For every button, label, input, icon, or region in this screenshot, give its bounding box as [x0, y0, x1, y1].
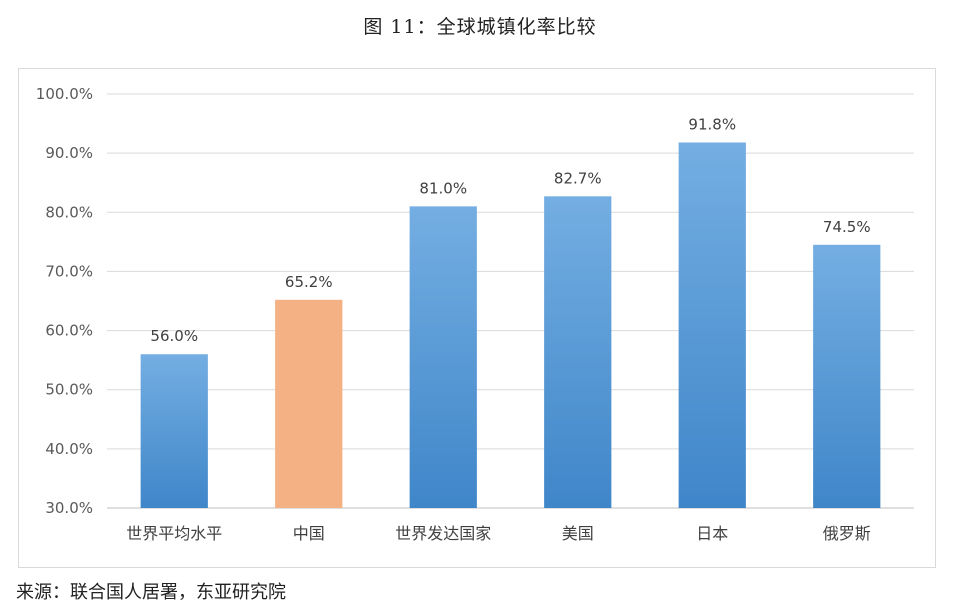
bar — [140, 354, 208, 508]
category-label: 世界发达国家 — [395, 524, 491, 543]
category-label: 俄罗斯 — [823, 524, 871, 543]
y-tick-label: 60.0% — [45, 322, 93, 340]
bar — [409, 206, 477, 508]
category-label: 中国 — [293, 524, 325, 543]
category-label: 日本 — [696, 524, 728, 543]
data-label: 81.0% — [419, 179, 467, 197]
y-axis-ticks: 30.0% 40.0% 50.0% 60.0% 70.0% 80.0% 90.0% 100.0… — [36, 85, 93, 517]
gridlines — [107, 93, 914, 509]
figure-title: 图 11：全球城镇化率比较 — [363, 16, 597, 38]
x-axis-categories: 世界平均水平 中国 世界发达国家 美国 日本 俄罗斯 — [126, 524, 871, 543]
category-label: 世界平均水平 — [126, 524, 222, 543]
y-tick-label: 100.0% — [36, 85, 93, 103]
data-label: 65.2% — [285, 273, 333, 291]
chart-frame: 30.0% 40.0% 50.0% 60.0% 70.0% 80.0% 90.0% 100.0… — [18, 68, 936, 568]
bar — [678, 142, 746, 509]
bars — [140, 142, 881, 509]
y-tick-label: 80.0% — [45, 203, 93, 221]
y-tick-label: 70.0% — [45, 262, 93, 280]
data-labels: 56.0% 65.2% 81.0% 82.7% 91.8% 74.5% — [150, 115, 870, 345]
bar — [544, 196, 612, 508]
source-note: 来源：联合国人居署，东亚研究院 — [16, 582, 286, 603]
data-label: 74.5% — [823, 218, 871, 236]
bar — [275, 299, 343, 508]
data-label: 91.8% — [688, 115, 736, 133]
data-label: 82.7% — [554, 169, 602, 187]
y-tick-label: 40.0% — [45, 440, 93, 458]
y-tick-label: 30.0% — [45, 499, 93, 517]
bar — [813, 244, 881, 509]
category-label: 美国 — [562, 524, 594, 543]
y-tick-label: 90.0% — [45, 144, 93, 162]
y-tick-label: 50.0% — [45, 381, 93, 399]
bar-chart: 30.0% 40.0% 50.0% 60.0% 70.0% 80.0% 90.0% 100.0… — [36, 85, 914, 543]
data-label: 56.0% — [150, 327, 198, 345]
